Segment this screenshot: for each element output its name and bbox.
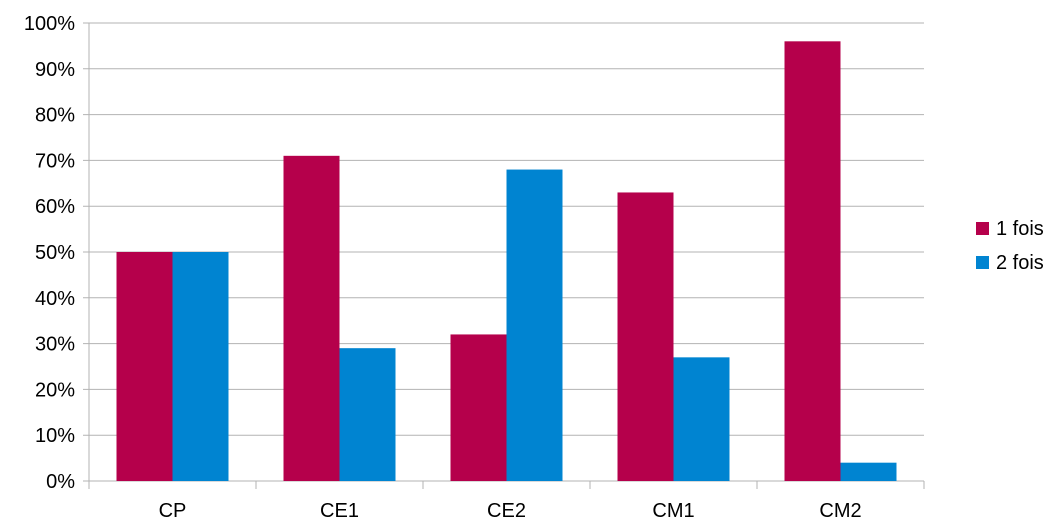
y-tick-label: 80%: [35, 105, 75, 127]
bar-1-fois-CE2: [450, 334, 507, 481]
bar-1-fois-CM1: [617, 192, 674, 481]
y-tick-label: 20%: [35, 379, 75, 401]
bars: [116, 41, 897, 481]
legend: 1 fois 2 fois: [976, 218, 1044, 274]
legend-swatch: [976, 222, 989, 235]
x-tick-label: CP: [159, 500, 187, 522]
bar-2-fois-CE2: [506, 169, 563, 481]
bar-1-fois-CP: [116, 252, 173, 481]
y-tick-label: 0%: [46, 471, 75, 493]
bar-2-fois-CE1: [339, 348, 396, 481]
y-tick-label: 50%: [35, 242, 75, 264]
y-tick-label: 10%: [35, 425, 75, 447]
axes: [88, 23, 925, 489]
legend-swatch: [976, 256, 989, 269]
y-tick-label: 40%: [35, 288, 75, 310]
x-axis-tick-labels: CP CE1 CE2 CM1 CM2: [159, 500, 862, 522]
bar-2-fois-CM2: [840, 462, 897, 481]
y-tick-label: 70%: [35, 150, 75, 172]
x-tick-label: CM2: [819, 500, 861, 522]
y-tick-label: 30%: [35, 334, 75, 356]
x-tick-label: CM1: [652, 500, 694, 522]
y-tick-label: 90%: [35, 59, 75, 81]
bar-1-fois-CM2: [784, 41, 841, 481]
x-tick-label: CE2: [487, 500, 526, 522]
y-tick-label: 60%: [35, 196, 75, 218]
x-tick-label: CE1: [320, 500, 359, 522]
legend-label: 1 fois: [996, 218, 1044, 240]
bar-2-fois-CP: [172, 252, 229, 481]
bar-1-fois-CE1: [283, 155, 340, 481]
legend-label: 2 fois: [996, 252, 1044, 274]
y-axis-tick-labels: 0% 10% 20% 30% 40% 50% 60% 70% 80% 90% 100%: [24, 13, 75, 493]
bar-2-fois-CM1: [673, 357, 730, 481]
y-tick-label: 100%: [24, 13, 75, 35]
